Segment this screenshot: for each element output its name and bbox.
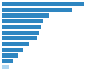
Bar [2, 59, 13, 63]
Bar [2, 8, 72, 12]
Bar [2, 48, 23, 52]
Bar [2, 53, 18, 58]
Bar [2, 2, 84, 6]
Bar [2, 42, 29, 46]
Bar [2, 31, 39, 35]
Bar [2, 65, 9, 69]
Bar [2, 13, 49, 18]
Bar [2, 25, 41, 29]
Bar [2, 36, 37, 40]
Bar [2, 19, 43, 23]
